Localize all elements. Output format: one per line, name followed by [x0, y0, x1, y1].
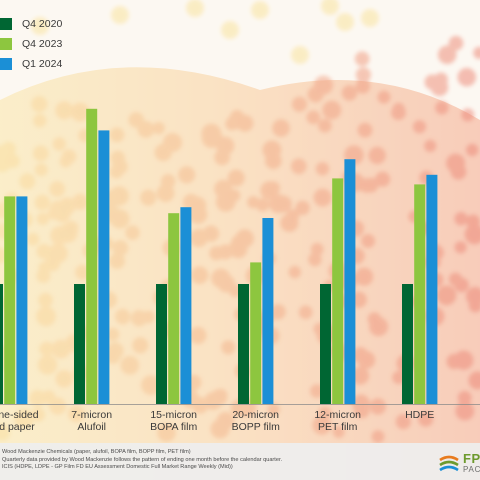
bar-q4-2023 [168, 213, 180, 404]
bar-q4-2023 [250, 262, 262, 404]
bar-q1-2024 [344, 159, 356, 404]
bar-q4-2020 [320, 284, 331, 404]
legend-item-q1-2024: Q1 2024 [0, 54, 62, 74]
legend-swatch [0, 18, 12, 30]
category-label: HDPE [405, 409, 434, 421]
bar-q4-2020 [0, 284, 3, 404]
category-label: 7-micron Alufoil [71, 409, 112, 433]
source-notes: Wood Mackenzie Chemicals (paper, alufoil… [2, 449, 282, 472]
source-note: Wood Mackenzie Chemicals (paper, alufoil… [2, 449, 191, 455]
bar-q4-2023 [332, 178, 344, 404]
brand-name: FP [463, 451, 480, 466]
source-note: Quarterly data provided by Wood Mackenzi… [2, 456, 283, 463]
legend-item-q4-2020: Q4 2020 [0, 14, 62, 34]
bar-q4-2020 [156, 284, 167, 404]
category-label: 12-micron PET film [314, 409, 361, 433]
bar-q1-2024 [16, 196, 28, 404]
legend-label: Q4 2020 [22, 18, 63, 30]
bar-q1-2024 [262, 218, 274, 404]
bar-q1-2024 [180, 207, 192, 404]
source-note: ICIS (HDPE, LDPE - GP Film FD EU Assessm… [2, 464, 233, 471]
bar-q4-2020 [238, 284, 249, 404]
bar-q4-2023 [4, 196, 16, 404]
legend-swatch [0, 38, 12, 50]
bar-q4-2023 [414, 184, 426, 404]
brand-logo: FP PAC [438, 451, 480, 475]
brand-logo-icon [439, 455, 459, 472]
legend-item-q4-2023: Q4 2023 [0, 34, 62, 54]
legend-label: Q1 2024 [22, 58, 63, 70]
category-label: m one-sidedated paper [0, 409, 39, 433]
legend-label: Q4 2023 [22, 38, 63, 50]
bar-q4-2020 [402, 284, 413, 404]
source-footer: Wood Mackenzie Chemicals (paper, alufoil… [0, 443, 480, 480]
brand-subname: PAC [463, 465, 480, 474]
legend-swatch [0, 58, 12, 70]
bar-q4-2020 [74, 284, 85, 404]
bar-q1-2024 [98, 130, 110, 404]
chart-legend: Q4 2020 Q4 2023 Q1 2024 [0, 14, 62, 74]
category-label: 15-micron BOPA film [150, 409, 197, 433]
category-label: 20-micron BOPP film [232, 409, 280, 433]
bar-q1-2024 [426, 174, 438, 404]
bar-q4-2023 [86, 108, 98, 405]
